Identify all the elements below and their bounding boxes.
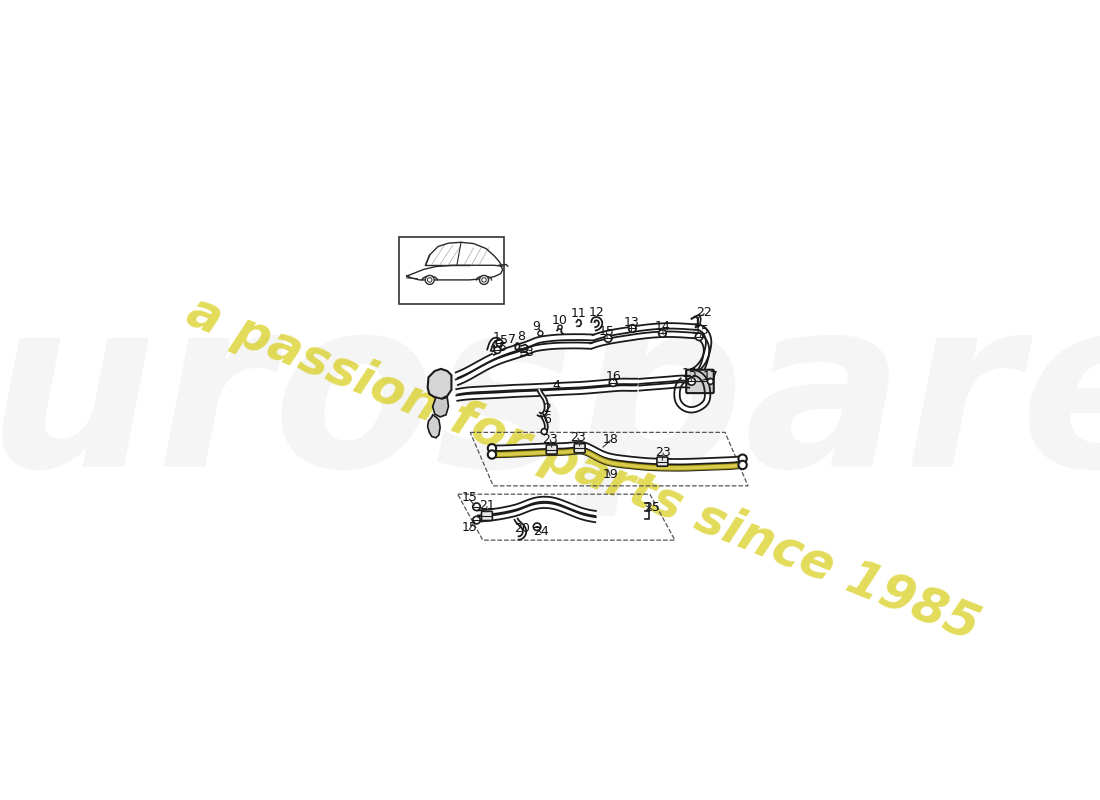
Polygon shape: [492, 442, 742, 465]
Text: 13: 13: [624, 315, 639, 329]
FancyBboxPatch shape: [547, 445, 557, 454]
Polygon shape: [538, 390, 548, 417]
Text: 1: 1: [492, 331, 500, 344]
Circle shape: [473, 516, 481, 524]
Text: 23: 23: [542, 433, 559, 446]
Circle shape: [428, 278, 432, 282]
Text: 10: 10: [552, 314, 568, 327]
Text: 7: 7: [508, 333, 516, 346]
Text: 8: 8: [517, 330, 525, 343]
Polygon shape: [592, 317, 603, 330]
Polygon shape: [432, 398, 449, 417]
Text: 17: 17: [703, 370, 718, 383]
Text: 15: 15: [694, 324, 710, 337]
Polygon shape: [674, 370, 711, 413]
Text: 24: 24: [534, 526, 549, 538]
Text: a passion for parts since 1985: a passion for parts since 1985: [180, 288, 987, 650]
Circle shape: [686, 378, 693, 384]
Polygon shape: [477, 497, 596, 516]
Polygon shape: [455, 342, 592, 385]
Text: eurospares: eurospares: [0, 288, 1100, 516]
Text: 21: 21: [480, 499, 495, 512]
Polygon shape: [456, 386, 637, 401]
Text: 9: 9: [532, 320, 540, 333]
Text: 15: 15: [682, 367, 697, 380]
Polygon shape: [487, 338, 502, 354]
Text: 5: 5: [498, 342, 507, 354]
FancyBboxPatch shape: [574, 444, 585, 453]
Polygon shape: [515, 518, 526, 540]
Text: 15: 15: [462, 491, 477, 504]
Circle shape: [628, 325, 636, 332]
Polygon shape: [477, 503, 596, 522]
Circle shape: [494, 346, 501, 354]
Text: 20: 20: [515, 522, 530, 535]
Polygon shape: [428, 415, 440, 438]
Circle shape: [609, 379, 617, 386]
Text: 11: 11: [571, 307, 586, 320]
Polygon shape: [692, 324, 712, 374]
Text: 16: 16: [605, 370, 621, 383]
Polygon shape: [455, 334, 594, 378]
Polygon shape: [593, 323, 696, 340]
Text: 22: 22: [696, 306, 712, 319]
Text: 5: 5: [500, 334, 508, 347]
Polygon shape: [428, 369, 451, 399]
Text: 23: 23: [570, 431, 586, 444]
Circle shape: [659, 330, 667, 337]
Circle shape: [558, 325, 562, 329]
FancyBboxPatch shape: [482, 511, 493, 521]
FancyBboxPatch shape: [657, 457, 668, 466]
Circle shape: [534, 523, 541, 530]
Polygon shape: [639, 375, 690, 384]
Circle shape: [688, 378, 695, 385]
Circle shape: [426, 275, 434, 285]
Bar: [399, 238, 504, 304]
FancyBboxPatch shape: [686, 370, 714, 393]
Text: 14: 14: [654, 320, 670, 333]
Polygon shape: [639, 382, 690, 390]
Circle shape: [482, 278, 486, 282]
Circle shape: [496, 340, 503, 346]
Text: 2: 2: [543, 402, 551, 415]
Polygon shape: [492, 448, 742, 470]
Circle shape: [487, 444, 496, 453]
Text: 12: 12: [588, 306, 604, 319]
Text: 25: 25: [644, 501, 660, 514]
Circle shape: [480, 275, 488, 285]
Text: 4: 4: [552, 379, 560, 392]
Text: 6: 6: [543, 414, 551, 426]
Text: 19: 19: [603, 468, 618, 481]
Circle shape: [604, 334, 612, 342]
Text: 15: 15: [462, 521, 477, 534]
Polygon shape: [591, 331, 694, 349]
Circle shape: [538, 331, 543, 336]
Circle shape: [487, 450, 496, 458]
Circle shape: [707, 378, 713, 384]
Circle shape: [738, 454, 747, 463]
Polygon shape: [456, 378, 637, 394]
Circle shape: [695, 333, 703, 341]
Circle shape: [738, 461, 747, 469]
Circle shape: [541, 429, 547, 434]
Text: 15: 15: [598, 325, 614, 338]
Text: 18: 18: [602, 433, 618, 446]
Polygon shape: [541, 414, 548, 431]
Circle shape: [473, 503, 481, 510]
Text: 23: 23: [656, 446, 671, 459]
Polygon shape: [691, 333, 710, 382]
Text: 3: 3: [525, 346, 532, 358]
